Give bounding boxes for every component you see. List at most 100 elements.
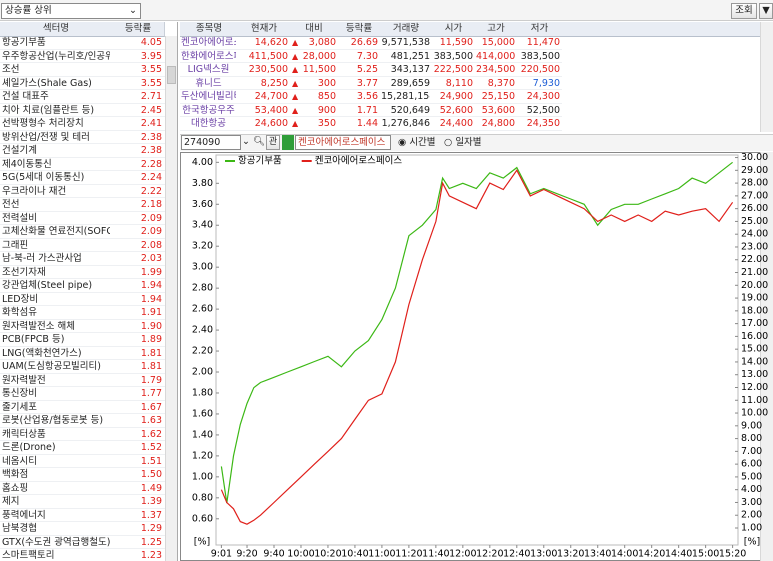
sector-rate: 1.81 [140, 361, 162, 372]
change-sign: ▲ [292, 105, 299, 115]
stock-cell: 850 [317, 91, 336, 102]
chart-body: 0.60 0.80 1.00 1.20 1.40 1.60 1.80 2.00 2.20 2.40… [192, 152, 768, 559]
x-tick-label: 10:40 [341, 549, 368, 560]
radio-option[interactable]: ◉ 시간별 [398, 135, 444, 150]
sector-name: LED장비 [2, 293, 39, 305]
sector-rate: 1.77 [140, 388, 162, 399]
row-line [180, 102, 562, 104]
stock-cell: 5.25 [356, 64, 378, 75]
stock-cell: 24,350 [526, 118, 560, 129]
row-line [0, 183, 165, 185]
stock-cell: 11,500 [302, 64, 336, 75]
sector-name: 강관업체(Steel pipe) [2, 280, 93, 291]
stock-cell: 350 [317, 118, 336, 129]
code-input[interactable]: 274090 [181, 135, 241, 150]
sector-name: 항공기부품 [2, 37, 46, 48]
stock-cell: 9,571,538 [381, 37, 430, 48]
menu-button[interactable]: ▼ [759, 3, 773, 19]
filter-select[interactable]: 상승률 상위 ⌄ [1, 3, 141, 19]
stock-cell: 481,251 [390, 50, 430, 62]
sector-rate: 1.91 [140, 307, 162, 318]
row-line [0, 521, 165, 522]
scrollbar [165, 36, 177, 561]
sector-rate: 1.50 [140, 469, 162, 480]
sector-name: LNG(액화천연가스) [2, 347, 82, 359]
row-line [0, 210, 165, 212]
y2-tick-label: 9.00 [741, 420, 762, 431]
row-line [0, 264, 165, 266]
sector-name: 캐릭터상품 [2, 428, 46, 440]
sector-name: 건설기계 [2, 145, 37, 156]
change-sign: ▲ [292, 119, 299, 128]
change-sign: ▲ [292, 51, 299, 61]
y2-tick-label: 15.00 [741, 344, 768, 355]
sector-name: 고체산화물 연료전지(SOFC) [2, 226, 110, 237]
radio-option[interactable]: ○ 일자별 [444, 135, 490, 150]
sector-rate: 1.49 [140, 482, 162, 494]
row-line [0, 548, 165, 549]
y2-tick-label: 23.00 [741, 241, 768, 252]
sector-name: 제지 [2, 496, 20, 507]
column-header: 섹터명 [0, 22, 113, 37]
row-line [0, 534, 165, 536]
sector-name: 네옴시티 [2, 455, 37, 467]
stock-cell: 3.77 [356, 77, 378, 89]
sector-rate: 3.95 [140, 50, 162, 62]
x-tick-label: 12:40 [503, 549, 530, 560]
search-icons[interactable]: ⌄ 🔍︎ [242, 136, 266, 147]
y2-tick-label: 26.00 [741, 203, 768, 214]
y-tick-label: 2.80 [192, 283, 213, 294]
sector-name: 백화점 [2, 469, 29, 480]
x-tick-label: 13:40 [584, 549, 611, 560]
sector-name: PCB(FPCB 등) [2, 334, 65, 345]
scrollbar [760, 22, 773, 132]
row-line [0, 170, 165, 171]
filter-text: 상승률 상위 [5, 5, 52, 16]
row-line [0, 426, 165, 428]
y-axis-unit: [%] [194, 537, 210, 548]
row-line [0, 116, 165, 117]
x-tick-label: 9:20 [236, 549, 257, 560]
row-line [0, 224, 165, 225]
sector-name: GTX(수도권 광역급행철도) [2, 536, 110, 548]
stock-name: 한국항공우주 [182, 104, 235, 116]
row-line [180, 75, 562, 77]
stock-cell: 3.56 [356, 91, 378, 102]
x-tick-label: 13:20 [557, 549, 584, 560]
radio-dot: ◉ [398, 137, 410, 148]
y-tick-label: 3.80 [192, 178, 213, 189]
y-tick-label: 1.20 [192, 450, 213, 461]
sector-rate: 1.29 [140, 523, 162, 534]
y2-tick-label: 17.00 [741, 318, 768, 329]
watch-button[interactable]: 관 [266, 135, 280, 150]
y-tick-label: 2.00 [192, 367, 213, 378]
sector-rate: 2.28 [140, 158, 162, 170]
stock-cell: 7,930 [532, 77, 560, 89]
stock-cell: 222,500 [433, 64, 473, 75]
x-tick-label: 12:20 [476, 549, 503, 560]
sector-name: 제4이동통신 [2, 158, 52, 170]
y2-tick-label: 6.00 [741, 459, 762, 470]
sector-name: 5G(5세대 이동통신) [2, 172, 85, 183]
sector-name: 건설 대표주 [2, 91, 49, 102]
series-line [220, 161, 733, 504]
y2-axis-unit: [%] [744, 537, 760, 548]
sector-name: 화학섬유 [2, 307, 37, 318]
column-header: 거래량 [380, 22, 433, 37]
stock-table: 종목명현재가대비등락률거래량시가고가저가켄코아에어로스페이스 14,620 3,08… [180, 22, 760, 132]
y2-tick-label: 5.00 [741, 471, 762, 482]
y-tick-label: 2.20 [192, 346, 213, 357]
y2-tick-label: 24.00 [741, 229, 768, 240]
sector-rate: 1.67 [140, 401, 162, 413]
y2-tick-label: 29.00 [741, 165, 768, 176]
y2-tick-label: 4.00 [741, 484, 762, 495]
row-line [180, 129, 562, 131]
y2-tick-label: 21.00 [741, 267, 768, 278]
query-button[interactable]: 조회 [731, 3, 757, 19]
stock-cell: 520,649 [390, 104, 430, 116]
scroll-thumb [167, 66, 176, 84]
stock-name: 두산에너빌리티 [181, 91, 236, 102]
sector-name: 치아 치료(임플란트 등) [2, 104, 95, 116]
y-tick-label: 1.00 [192, 471, 213, 482]
x-tick-label: 14:00 [611, 549, 638, 560]
